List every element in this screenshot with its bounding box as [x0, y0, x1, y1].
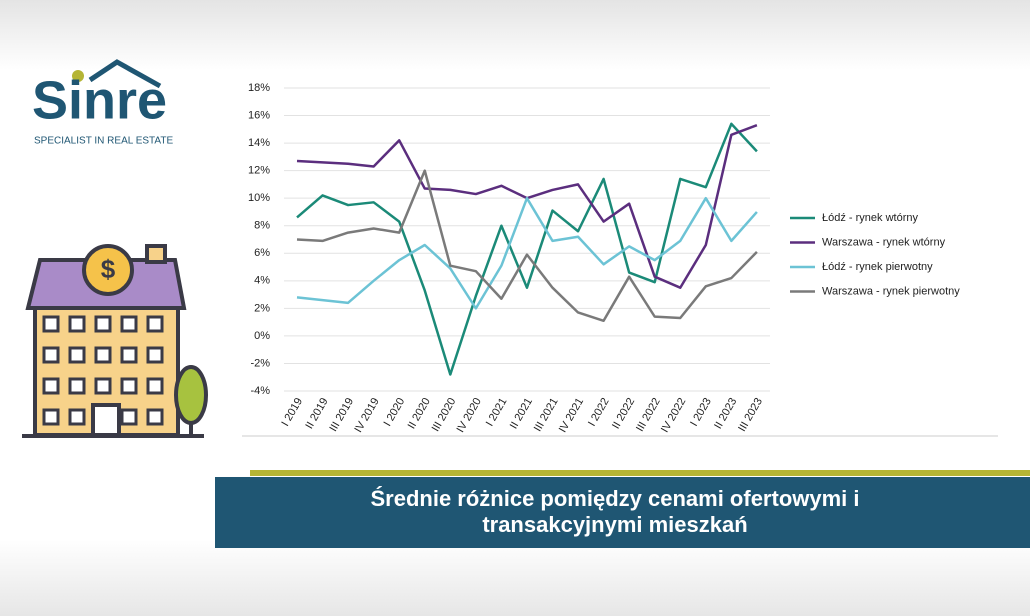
x-tick-label: II 2021 — [508, 396, 535, 431]
series-line — [296, 122, 758, 376]
y-tick-label: 0% — [254, 330, 270, 342]
window — [146, 377, 164, 395]
windows — [42, 315, 164, 426]
y-tick-label: 12% — [248, 165, 270, 177]
logo-name: Sinre — [32, 70, 167, 130]
y-tick-label: 16% — [248, 109, 270, 121]
window — [68, 346, 86, 364]
window — [42, 346, 60, 364]
x-tick-label: I 2021 — [484, 396, 510, 428]
window — [120, 346, 138, 364]
series-line — [296, 169, 758, 323]
window — [120, 315, 138, 333]
legend-label: Warszawa - rynek pierwotny — [822, 285, 960, 297]
y-tick-label: 2% — [254, 302, 270, 314]
x-tick-label: I 2023 — [688, 396, 714, 428]
y-tick-label: 14% — [248, 137, 270, 149]
y-tick-label: 18% — [248, 82, 270, 94]
series-line — [296, 124, 758, 289]
x-tick-label: I 2020 — [382, 396, 408, 428]
window — [94, 377, 112, 395]
title-banner: Średnie różnice pomiędzy cenami ofertowy… — [215, 477, 1030, 548]
dollar-sign: $ — [101, 254, 116, 284]
window — [94, 315, 112, 333]
window — [146, 346, 164, 364]
logo-dot — [72, 70, 84, 82]
window — [42, 377, 60, 395]
legend-label: Warszawa - rynek wtórny — [822, 236, 946, 248]
x-tick-label: IV 2020 — [455, 396, 484, 435]
logo-roof — [88, 59, 162, 89]
x-tick-label: II 2019 — [303, 396, 330, 431]
window — [68, 408, 86, 426]
window — [68, 315, 86, 333]
x-tick-label: IV 2022 — [659, 396, 688, 435]
window — [120, 377, 138, 395]
x-tick-label: II 2023 — [712, 396, 739, 431]
x-tick-label: III 2023 — [736, 396, 765, 434]
x-tick-label: II 2020 — [406, 396, 433, 431]
window — [146, 315, 164, 333]
window — [120, 408, 138, 426]
accent-bar — [250, 470, 1030, 476]
logo-tagline: SPECIALIST IN REAL ESTATE — [34, 136, 173, 147]
window — [42, 408, 60, 426]
y-tick-label: 8% — [254, 220, 270, 232]
window — [146, 408, 164, 426]
x-tick-label: I 2022 — [586, 396, 612, 428]
y-tick-label: 4% — [254, 275, 270, 287]
x-tick-label: IV 2021 — [557, 396, 586, 435]
window — [68, 377, 86, 395]
y-tick-label: -4% — [250, 385, 270, 397]
chart-title: Średnie różnice pomiędzy cenami ofertowy… — [370, 486, 860, 537]
x-tick-label: II 2022 — [610, 396, 637, 431]
window — [94, 346, 112, 364]
legend-label: Łódź - rynek wtórny — [822, 212, 918, 224]
y-tick-label: 6% — [254, 247, 270, 259]
series-line — [296, 196, 758, 310]
window — [42, 315, 60, 333]
x-tick-label: IV 2019 — [352, 396, 381, 435]
legend-label: Łódź - rynek pierwotny — [822, 261, 933, 273]
x-tick-label: I 2019 — [279, 396, 305, 428]
y-tick-label: 10% — [248, 192, 270, 204]
y-tick-label: -2% — [250, 357, 270, 369]
